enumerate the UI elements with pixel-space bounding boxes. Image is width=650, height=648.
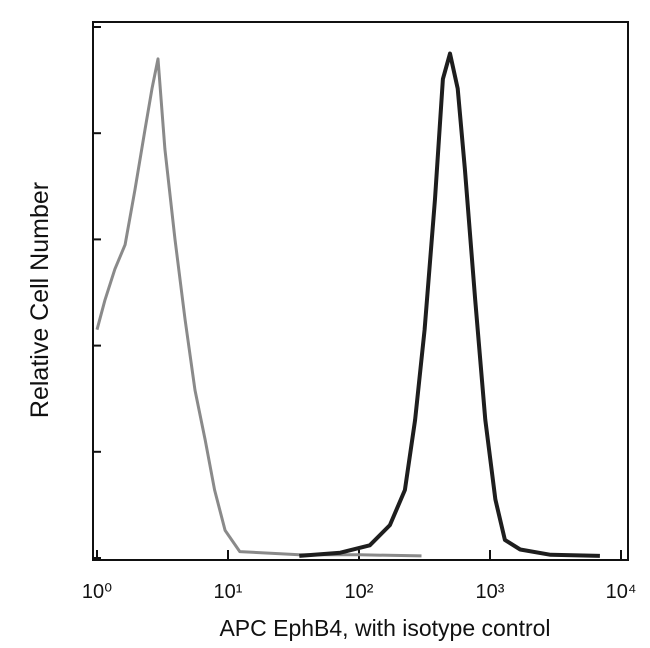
x-axis-label: APC EphB4, with isotype control: [219, 615, 550, 641]
x-tick-label: 10³: [476, 581, 505, 603]
x-tick-label: 10²: [345, 581, 374, 603]
histogram-line: [299, 51, 600, 558]
plot-frame: [92, 21, 629, 561]
histogram-line: [95, 57, 422, 558]
x-tick-label: 10⁰: [82, 581, 112, 603]
x-tick-label: 10¹: [214, 581, 243, 603]
y-axis-label: Relative Cell Number: [26, 182, 54, 418]
x-tick-label: 10⁴: [606, 581, 637, 603]
